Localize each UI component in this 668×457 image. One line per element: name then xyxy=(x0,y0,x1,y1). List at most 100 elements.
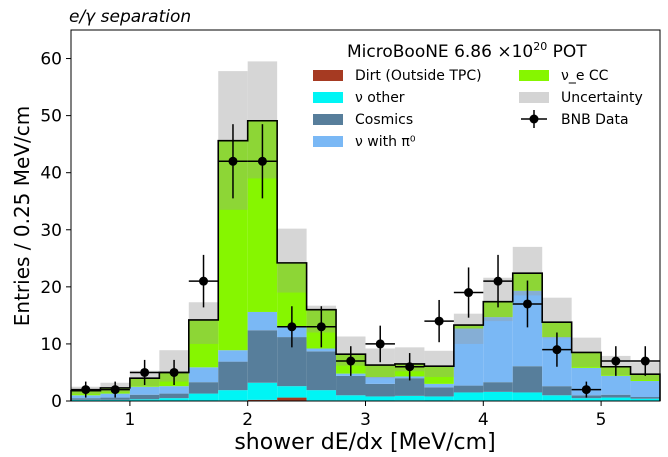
bar-nue_cc-10 xyxy=(365,365,395,378)
y-tick-label-6: 60 xyxy=(40,50,62,70)
data-point-3 xyxy=(169,367,179,377)
legend: Dirt (Outside TPC) ν other Cosmics ν wit… xyxy=(313,68,643,150)
bar-cosmics-13 xyxy=(453,385,484,393)
data-points xyxy=(71,124,660,398)
bar-nu_other-6 xyxy=(247,382,278,400)
bar-cosmics-15 xyxy=(512,366,543,393)
bar-nu_pi0-2 xyxy=(129,386,160,395)
uncertainty-band-4 xyxy=(188,302,219,320)
bar-nue_cc-19 xyxy=(630,374,660,382)
bar-cosmics-10 xyxy=(365,383,395,397)
x-tick-label-4: 5 xyxy=(596,410,607,430)
total-prediction-outline xyxy=(70,119,661,401)
bar-nu_pi0-8 xyxy=(306,348,337,352)
bar-nu_pi0-12 xyxy=(424,383,454,388)
data-point-15 xyxy=(522,299,532,309)
bar-cosmics-3 xyxy=(159,393,189,399)
bar-cosmics-2 xyxy=(129,394,160,400)
legend-label-cosmics: Cosmics xyxy=(355,112,413,128)
bar-dirt-7 xyxy=(277,397,307,401)
bar-nu_other-16 xyxy=(542,395,572,401)
bar-nu_other-0 xyxy=(71,399,101,401)
y-tick-label-4: 40 xyxy=(40,164,62,184)
y-tick-label-0: 0 xyxy=(51,392,62,412)
bar-nu_pi0-3 xyxy=(159,386,189,394)
x-tick-label-0: 1 xyxy=(124,410,135,430)
bar-cosmics-14 xyxy=(483,382,513,392)
data-point-7 xyxy=(287,322,297,332)
legend-label-nu-pi0: ν with π⁰ xyxy=(355,134,416,150)
uncertainty-band-15 xyxy=(512,246,543,274)
bar-nu_other-10 xyxy=(365,396,395,401)
bar-nue_cc-17 xyxy=(571,352,602,368)
legend-title-exponent: 20 xyxy=(533,40,547,53)
bar-nu_pi0-5 xyxy=(218,350,248,362)
stacked-histogram xyxy=(71,120,660,401)
uncertainty-band-13 xyxy=(453,313,484,326)
bar-nu_other-3 xyxy=(159,398,189,401)
bar-nue_cc-4 xyxy=(188,319,219,368)
legend-label-nu-other: ν other xyxy=(355,90,405,106)
uncertainty-band-9 xyxy=(336,336,366,355)
bar-nu_other-12 xyxy=(424,396,454,401)
legend-swatch-uncertainty xyxy=(519,92,549,103)
bar-nu_pi0-4 xyxy=(188,367,219,383)
legend-swatch-nue-cc xyxy=(519,70,549,81)
uncertainty-band-lower-14 xyxy=(483,301,513,322)
y-tick-label-2: 20 xyxy=(40,278,62,298)
y-tick-label-1: 10 xyxy=(40,335,62,355)
bar-cosmics-16 xyxy=(542,386,572,396)
data-point-19 xyxy=(640,356,650,366)
bar-nu_pi0-13 xyxy=(453,328,484,386)
bar-nu_other-15 xyxy=(512,392,543,401)
bar-nu_other-7 xyxy=(277,386,307,398)
data-point-10 xyxy=(375,339,385,349)
x-axis-label: shower dE/dx [MeV/cm] xyxy=(234,430,495,455)
legend-label-uncertainty: Uncertainty xyxy=(561,90,643,106)
bar-cosmics-12 xyxy=(424,387,454,397)
y-axis-ticks: 0 10 20 30 40 50 60 xyxy=(40,50,71,412)
legend-swatch-nu-other xyxy=(313,92,343,103)
bar-cosmics-1 xyxy=(100,397,130,400)
uncertainty-band-lower-4 xyxy=(188,319,219,344)
bar-nu_pi0-6 xyxy=(247,311,278,331)
bar-nu_other-9 xyxy=(336,395,366,401)
uncertainty-band-lower-7 xyxy=(277,262,307,293)
bar-nue_cc-14 xyxy=(483,301,513,318)
bar-nu_other-13 xyxy=(453,392,484,401)
x-tick-label-2: 3 xyxy=(360,410,371,430)
data-point-9 xyxy=(346,356,356,366)
uncertainty-band-lower-19 xyxy=(630,374,660,380)
bar-nu_pi0-19 xyxy=(630,381,660,398)
total-outline-path xyxy=(70,119,661,401)
y-axis-label: Entries / 0.25 MeV/cm xyxy=(10,106,34,326)
bar-cosmics-5 xyxy=(218,361,248,391)
bar-nue_cc-16 xyxy=(542,322,572,338)
bar-nu_other-8 xyxy=(306,390,337,401)
bar-cosmics-9 xyxy=(336,375,366,396)
data-point-12 xyxy=(434,316,444,326)
legend-label-dirt: Dirt (Outside TPC) xyxy=(355,68,482,84)
bar-nu_other-5 xyxy=(218,390,248,401)
bar-nue_cc-12 xyxy=(424,366,454,384)
uncertainty-band-6 xyxy=(247,61,278,121)
top-left-label: e/γ separation xyxy=(69,7,191,27)
bar-nu_other-14 xyxy=(483,391,513,401)
bar-nu_pi0-10 xyxy=(365,377,395,384)
bar-nu_pi0-18 xyxy=(601,375,631,395)
bar-cosmics-18 xyxy=(601,394,631,398)
legend-title: MicroBooNE 6.86 ×1020 POT xyxy=(347,40,587,62)
x-tick-label-3: 4 xyxy=(478,410,489,430)
bar-nu_other-1 xyxy=(100,399,130,401)
uncertainty-band-lower-16 xyxy=(542,322,572,339)
data-point-16 xyxy=(552,345,562,355)
data-point-6 xyxy=(257,156,267,166)
uncertainty-band-lower-12 xyxy=(424,366,454,378)
bar-nu_other-4 xyxy=(188,393,219,401)
data-point-2 xyxy=(140,367,150,377)
data-point-17 xyxy=(581,385,591,395)
data-point-18 xyxy=(611,356,621,366)
data-point-4 xyxy=(199,276,209,286)
uncertainty-band-12 xyxy=(424,350,454,367)
